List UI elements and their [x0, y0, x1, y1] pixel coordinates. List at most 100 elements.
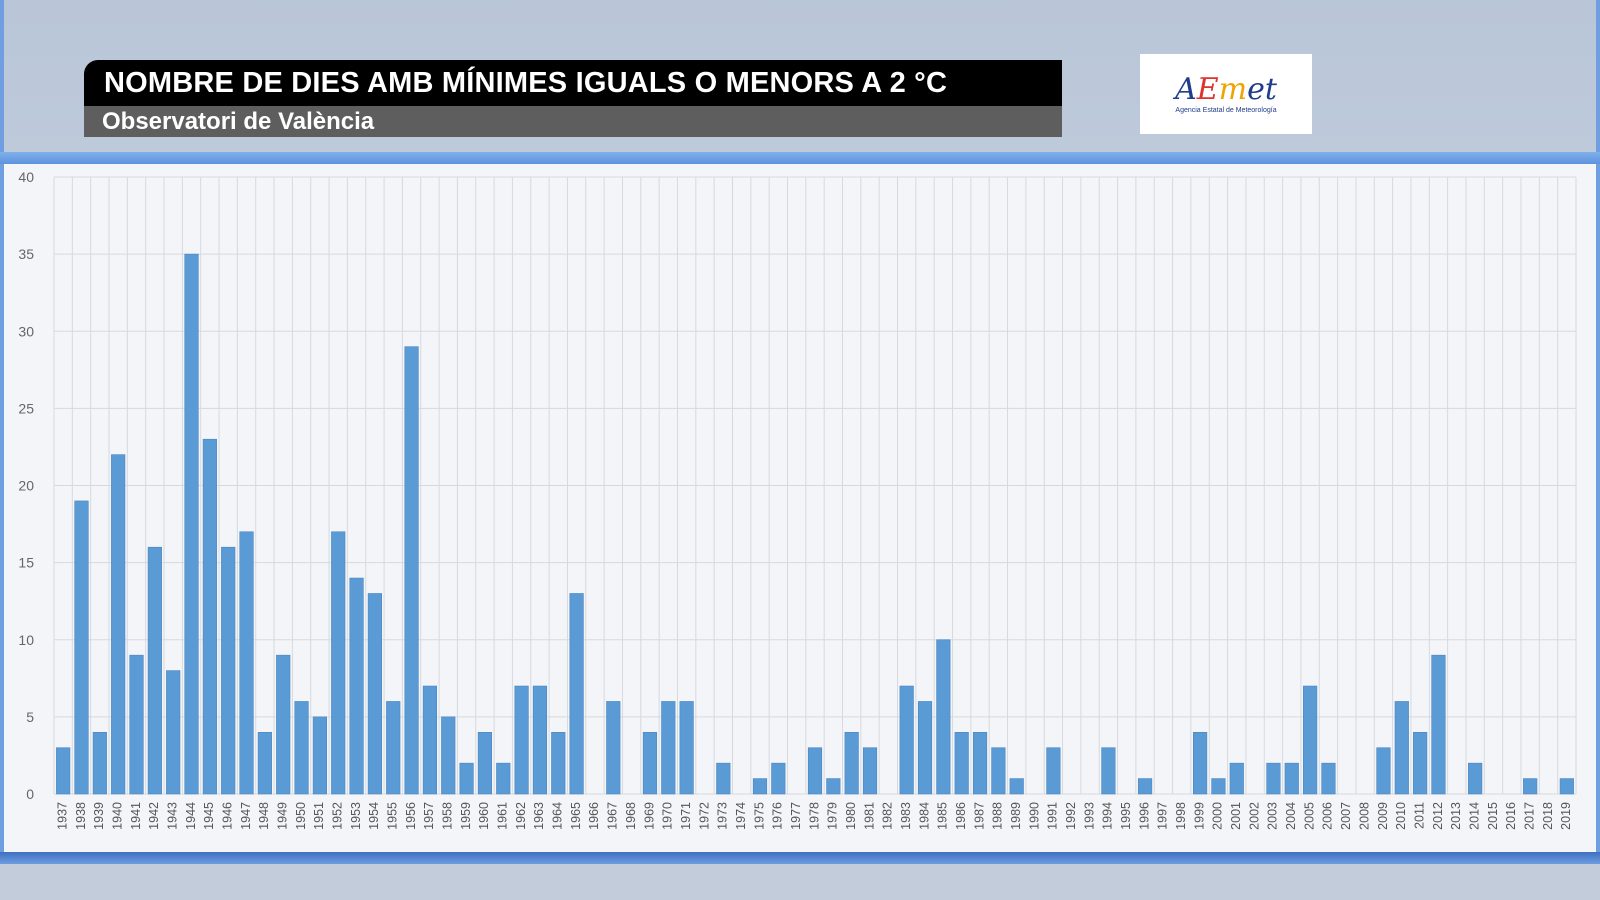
x-tick-label: 1980: [844, 802, 858, 830]
x-tick-label: 1963: [532, 802, 546, 830]
x-tick-label: 2019: [1559, 802, 1573, 830]
bar: [56, 747, 71, 795]
x-tick-label: 2002: [1247, 802, 1261, 830]
x-tick-label: 1997: [1156, 802, 1170, 830]
bar: [917, 701, 933, 795]
x-tick-label: 1967: [606, 802, 620, 830]
x-tick-label: 1957: [422, 802, 436, 830]
y-tick-label: 15: [18, 555, 34, 571]
logo-letter-e: E: [1196, 71, 1219, 107]
x-tick-label: 1965: [569, 802, 583, 830]
x-tick-label: 1984: [917, 802, 931, 830]
bar: [532, 685, 548, 795]
bar: [422, 685, 438, 795]
bar: [514, 685, 529, 795]
chart-panel: 0 5 10 15 20 25 30 35 40 1937 1938 1939 1940 1941 1942…: [4, 164, 1596, 852]
x-tick-label: 1981: [862, 802, 876, 830]
x-tick-label: 1990: [1027, 802, 1041, 830]
x-tick-label: 1954: [367, 802, 381, 830]
bar: [367, 593, 382, 795]
x-tick-label: 1943: [165, 802, 179, 830]
bar: [221, 546, 236, 795]
x-tick-label: 1983: [899, 802, 913, 830]
x-tick-label: 2005: [1302, 802, 1316, 830]
bar: [404, 346, 419, 795]
bar: [642, 731, 658, 795]
x-tick-label: 2016: [1504, 802, 1518, 830]
x-tick-label: 1945: [202, 802, 216, 830]
x-tick-label: 1974: [734, 802, 748, 830]
x-tick-label: 1953: [349, 802, 363, 830]
x-tick-label: 2000: [1211, 802, 1225, 830]
x-tick-label: 2009: [1376, 802, 1390, 830]
bar: [716, 762, 731, 795]
y-tick-label: 25: [18, 400, 34, 416]
bar: [349, 577, 364, 795]
x-tick-label: 2014: [1467, 802, 1481, 830]
x-tick-label: 1951: [312, 802, 326, 830]
x-tick-label: 1999: [1192, 802, 1206, 830]
x-tick-label: 1995: [1119, 802, 1133, 830]
x-tick-label: 2010: [1394, 802, 1408, 830]
bar: [1303, 685, 1318, 795]
x-tick-label: 1937: [55, 802, 69, 830]
x-tick-label: 1956: [404, 802, 418, 830]
x-tick-label: 1962: [514, 802, 528, 830]
x-tick-label: 2018: [1541, 802, 1555, 830]
bar: [972, 731, 988, 795]
y-tick-label: 5: [26, 709, 34, 725]
bar: [386, 701, 401, 795]
logo-tagline: Agencia Estatal de Meteorología: [1175, 106, 1277, 114]
x-tick-label: 1994: [1101, 802, 1115, 830]
x-tick-label: 1987: [972, 802, 986, 830]
bar: [679, 701, 694, 795]
bar: [1192, 731, 1208, 795]
x-tick-label: 1960: [477, 802, 491, 830]
x-tick-label: 1949: [276, 802, 290, 830]
bar: [257, 731, 272, 795]
bar: [1266, 762, 1281, 795]
bar: [1376, 747, 1391, 795]
x-tick-label: 1978: [807, 802, 821, 830]
bar: [166, 670, 181, 795]
bar: [1284, 762, 1299, 795]
bar: [826, 778, 841, 795]
bar: [74, 500, 89, 795]
bar: [129, 654, 144, 795]
bar: [1046, 747, 1061, 795]
frame-right-border: [1596, 0, 1600, 900]
bar: [1009, 778, 1024, 795]
bar: [1394, 701, 1409, 795]
bar: [551, 731, 566, 795]
logo-letters-et: et: [1247, 71, 1277, 107]
bar: [1559, 778, 1574, 795]
bar: [1211, 778, 1226, 795]
logo-letter-m: m: [1218, 71, 1248, 107]
bar: [661, 701, 676, 795]
x-tick-label: 2012: [1431, 802, 1445, 830]
bar: [1321, 762, 1336, 795]
bar: [899, 685, 914, 795]
x-tick-label: 1972: [697, 802, 711, 830]
bar: [184, 253, 199, 795]
x-tick-label: 1952: [331, 802, 345, 830]
bar: [496, 762, 511, 795]
y-tick-label: 10: [18, 632, 34, 648]
bar: [459, 762, 474, 795]
x-tick-label: 1971: [679, 802, 693, 830]
x-tick-label: 2015: [1486, 802, 1500, 830]
chart-header: NOMBRE DE DIES AMB MÍNIMES IGUALS O MENO…: [84, 60, 1062, 137]
x-tick-label: 1979: [826, 802, 840, 830]
bar: [331, 531, 346, 795]
bar: [1101, 747, 1116, 795]
bar: [606, 701, 621, 795]
x-tick-label: 1966: [587, 802, 601, 830]
x-tick-label: 1959: [459, 802, 473, 830]
y-tick-label: 40: [18, 169, 34, 185]
x-tick-label: 1955: [386, 802, 400, 830]
aemet-logo-icon: AEmet Agencia Estatal de Meteorología: [1140, 54, 1312, 134]
frame-left-border: [0, 0, 4, 900]
bar: [844, 731, 859, 795]
x-tick-label: 2008: [1357, 802, 1371, 830]
x-tick-label: 1941: [129, 802, 143, 830]
